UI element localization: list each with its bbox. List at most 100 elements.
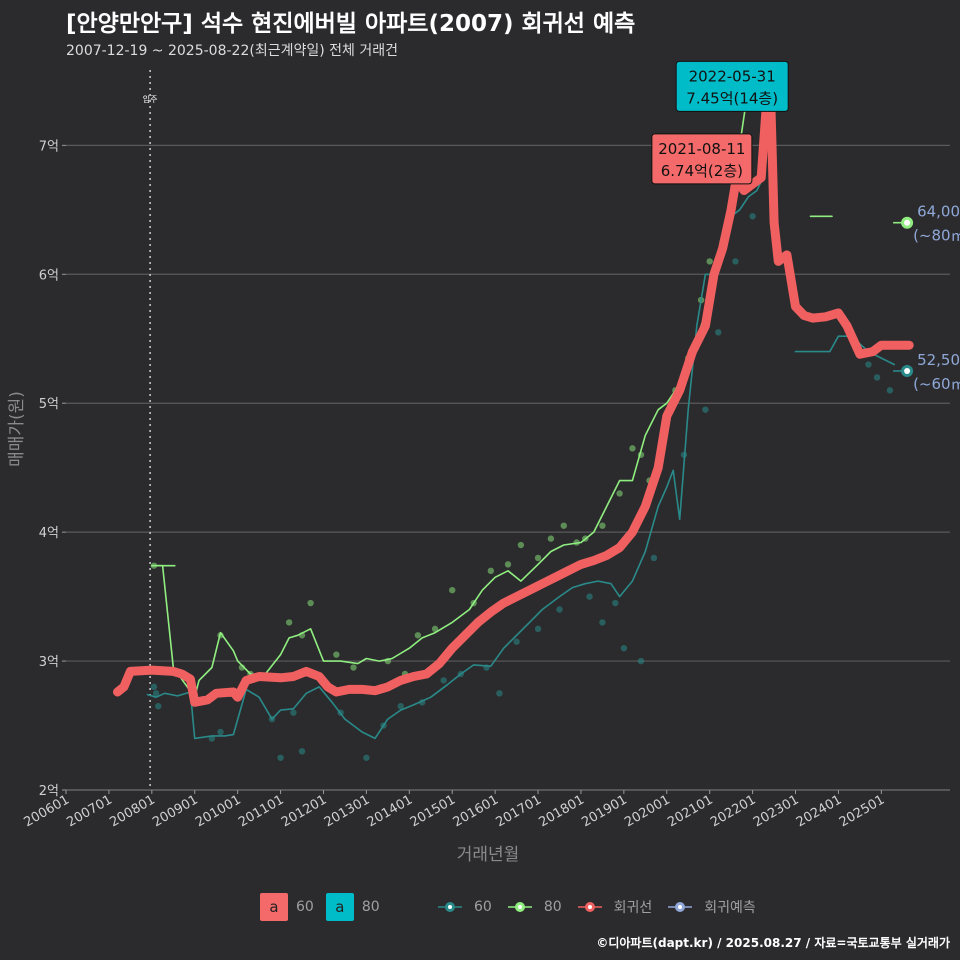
legend-text-keys: a 60 a 80 <box>260 892 392 922</box>
x-tick-label: 200701 <box>64 792 114 830</box>
end-label-value-80: 64,000 <box>917 203 960 221</box>
scatter-point-60 <box>513 638 520 645</box>
scatter-point-80 <box>333 651 340 658</box>
move-in-label: 입주 <box>143 95 158 104</box>
callout-date-teal: 2022-05-31 <box>689 67 776 85</box>
chart-title: [안양만안구] 석수 현진에버빌 아파트(2007) 회귀선 예측 <box>66 11 636 37</box>
y-tick-label: 2억 <box>39 784 59 799</box>
y-tick-label: 4억 <box>39 526 59 541</box>
end-point-center-80 <box>904 219 911 226</box>
scatter-point-80 <box>616 490 623 497</box>
callout-box-red <box>651 133 753 185</box>
end-label-area-80: (~80㎡) <box>913 227 960 245</box>
legend-line-60-icon <box>438 902 462 912</box>
x-tick-label: 202201 <box>708 792 758 830</box>
legend-key-80-label: 80 <box>361 899 380 915</box>
scatter-point-80 <box>350 664 357 671</box>
x-tick-label: 201201 <box>279 792 329 830</box>
scatter-point-60 <box>873 374 881 381</box>
x-tick-label: 201601 <box>451 792 501 830</box>
scatter-point-60 <box>865 361 872 368</box>
end-label-value-60: 52,500 <box>917 351 960 369</box>
x-tick-label: 202501 <box>837 792 887 830</box>
y-tick-label: 6억 <box>39 268 59 283</box>
legend-key-60-box: a <box>260 893 288 921</box>
scatter-point-80 <box>449 586 456 594</box>
scatter-point-60 <box>440 677 447 684</box>
series-line-60 <box>146 180 762 740</box>
callout-price-teal: 7.45억(14층) <box>686 89 778 107</box>
scatter-point-60 <box>298 748 306 755</box>
x-tick-label: 201101 <box>236 792 286 830</box>
legend-line-regression-label: 회귀선 <box>613 900 653 916</box>
footer-credit: ©디아파트(dapt.kr) / 2025.08.27 / 자료=국토교통부 실… <box>596 936 950 950</box>
scatter-point-60 <box>749 213 756 220</box>
scatter-point-60 <box>715 329 722 336</box>
x-tick-label: 202301 <box>751 792 801 830</box>
end-point-center-60 <box>904 367 911 374</box>
x-tick-label: 200901 <box>150 792 200 830</box>
legend-line-60-label: 60 <box>474 899 492 915</box>
legend-key-60-label: 60 <box>296 899 314 915</box>
scatter-point-60 <box>556 606 563 613</box>
y-tick-label: 3억 <box>39 655 59 670</box>
x-tick-label: 201901 <box>579 792 629 830</box>
scatter-point-60 <box>702 406 709 413</box>
scatter-point-60 <box>612 599 619 607</box>
scatter-point-80 <box>487 567 495 575</box>
y-axis-title: 매매가(원) <box>7 391 27 467</box>
end-label-area-60: (~60㎡) <box>913 375 960 393</box>
x-tick-label: 201501 <box>408 792 458 830</box>
legend-line-80-label: 80 <box>543 899 562 915</box>
scatter-point-60 <box>732 258 739 265</box>
scatter-point-60 <box>277 754 284 761</box>
x-tick-label: 202401 <box>794 792 844 830</box>
legend-line-regression-icon <box>577 902 602 912</box>
scatter-point-60 <box>152 690 160 697</box>
x-tick-label: 202101 <box>665 792 715 830</box>
legend-line-60: 60 <box>436 899 492 915</box>
scatter-point-60 <box>363 754 370 761</box>
legend-line-prediction-label: 회귀예측 <box>704 900 756 916</box>
scatter-point-80 <box>285 619 293 626</box>
legend-key-80-box: a <box>325 893 354 921</box>
callout-box-teal <box>675 60 789 112</box>
scatter-point-80 <box>706 258 713 265</box>
scatter-point-80 <box>504 561 512 568</box>
legend-line-regression: 회귀선 <box>576 897 653 917</box>
scatter-point-60 <box>886 387 894 394</box>
series-line-회귀선 <box>113 82 914 707</box>
scatter-point-60 <box>290 709 297 716</box>
scatter-point-80 <box>307 599 314 607</box>
x-tick-label: 201301 <box>322 792 372 830</box>
scatter-point-80 <box>599 522 606 529</box>
x-tick-label: 201701 <box>494 792 544 830</box>
legend-line-keys: 60 80 회귀선 회귀예측 <box>436 892 770 922</box>
scatter-point-60 <box>496 690 503 697</box>
callout-price-red: 6.74억(2층) <box>661 162 743 180</box>
legend-line-prediction-icon <box>668 902 693 912</box>
callout-date-red: 2021-08-11 <box>658 140 745 158</box>
x-tick-label: 201801 <box>536 792 586 830</box>
x-tick-label: 201401 <box>365 792 415 830</box>
scatter-point-60 <box>217 728 224 736</box>
legend-line-80: 80 <box>506 899 562 915</box>
scatter-point-80 <box>534 554 542 562</box>
scatter-point-60 <box>397 702 404 710</box>
scatter-point-60 <box>534 625 542 633</box>
scatter-point-60 <box>150 683 158 691</box>
scatter-point-80 <box>560 522 567 529</box>
legend-line-prediction: 회귀예측 <box>666 897 756 917</box>
scatter-point-60 <box>650 554 658 562</box>
scatter-point-80 <box>547 535 555 542</box>
x-tick-label: 202001 <box>622 792 672 830</box>
scatter-point-60 <box>620 644 628 652</box>
scatter-point-60 <box>155 702 162 710</box>
legend-line-80-icon <box>507 902 532 912</box>
y-tick-label: 7억 <box>39 139 59 154</box>
x-tick-label: 200801 <box>107 792 157 830</box>
scatter-point-80 <box>414 632 422 639</box>
x-tick-label: 201001 <box>193 792 243 830</box>
scatter-point-80 <box>517 541 525 549</box>
